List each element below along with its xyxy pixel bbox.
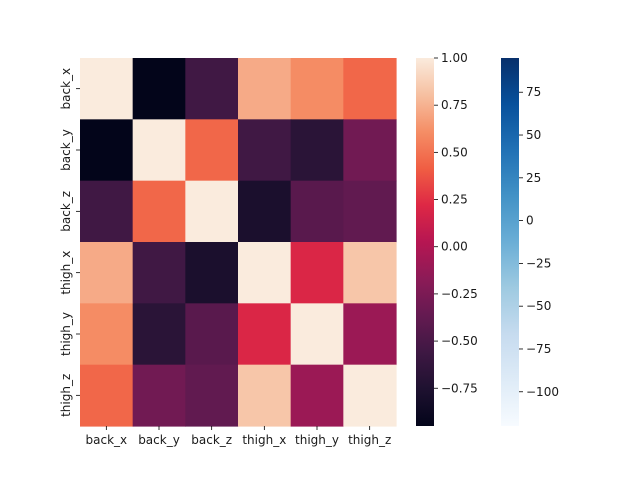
x-tick-label: thigh_x — [242, 433, 286, 447]
y-tick-label: back_x — [59, 68, 73, 110]
heatmap-cell-back_z-back_z — [185, 180, 239, 243]
heatmap-cell-thigh_z-back_z — [185, 364, 239, 427]
colorbar-1-tick-label: 0.50 — [441, 145, 468, 159]
colorbar-2-gradient-bar — [501, 58, 519, 426]
colorbar-1-tick-label: −0.25 — [441, 287, 478, 301]
y-tick-label: back_z — [59, 191, 73, 232]
heatmap-cell-thigh_x-thigh_x — [238, 242, 292, 304]
colorbar-2-tick-label: 75 — [526, 85, 541, 99]
heatmap-cell-thigh_x-back_z — [185, 242, 239, 304]
heatmap-cell-thigh_y-thigh_x — [238, 303, 292, 366]
heatmap-cell-back_z-back_x — [80, 180, 134, 243]
heatmap-cell-back_x-back_y — [132, 58, 186, 120]
heatmap-cell-thigh_z-thigh_y — [290, 364, 344, 427]
colorbar-2-tick-label: −100 — [526, 385, 559, 399]
heatmap-cell-back_x-back_z — [185, 58, 239, 120]
colorbar-1-tick-label: 0.75 — [441, 98, 468, 112]
colorbar-1-tick-label: −0.50 — [441, 334, 478, 348]
heatmap-cell-back_y-back_z — [185, 119, 239, 182]
heatmap-cell-back_y-thigh_z — [343, 119, 397, 182]
heatmap-cell-thigh_x-thigh_z — [343, 242, 397, 304]
heatmap-cell-thigh_y-thigh_y — [290, 303, 344, 366]
heatmap-cell-thigh_y-back_z — [185, 303, 239, 366]
colorbar-1-tick-label: 1.00 — [441, 51, 468, 65]
colorbar-2-tick-label: −75 — [526, 342, 551, 356]
colorbar-2-tick-label: −50 — [526, 299, 551, 313]
x-tick-label: thigh_z — [348, 433, 391, 447]
heatmap-cell-thigh_y-back_x — [80, 303, 134, 366]
y-axis-ticks: back_x back_y back_z thigh_x thigh_y thigh_z — [59, 68, 80, 417]
x-tick-label: back_z — [191, 433, 232, 447]
y-tick-label: back_y — [59, 129, 73, 171]
heatmap-cell-back_z-thigh_x — [238, 180, 292, 243]
y-tick-label: thigh_z — [59, 374, 73, 417]
heatmap-cell-thigh_z-back_x — [80, 364, 134, 427]
y-tick-label: thigh_x — [59, 251, 73, 295]
blues-colorbar: −100 −75 −50 −25 0 25 50 75 — [501, 58, 559, 426]
heatmap-cell-back_z-thigh_y — [290, 180, 344, 243]
colorbar-2-tick-label: −25 — [526, 256, 551, 270]
heatmap-cell-thigh_x-back_x — [80, 242, 134, 304]
heatmap-cell-back_y-thigh_y — [290, 119, 344, 182]
colorbar-1-gradient-bar — [416, 58, 434, 426]
heatmap-cell-back_x-thigh_z — [343, 58, 397, 120]
colorbar-1-tick-label: 0.00 — [441, 240, 468, 254]
colorbar-1-tick-label: 0.25 — [441, 193, 468, 207]
heatmap-cell-thigh_x-back_y — [132, 242, 186, 304]
heatmap-cell-back_z-thigh_z — [343, 180, 397, 243]
heatmap — [80, 58, 397, 427]
heatmap-cell-thigh_z-thigh_x — [238, 364, 292, 427]
colorbar-1-tick-label: −0.75 — [441, 381, 478, 395]
heatmap-cell-back_y-back_y — [132, 119, 186, 182]
x-tick-label: back_y — [138, 433, 180, 447]
y-tick-label: thigh_y — [59, 312, 73, 356]
heatmap-cell-back_y-thigh_x — [238, 119, 292, 182]
heatmap-cell-thigh_y-back_y — [132, 303, 186, 366]
colorbar-2-tick-label: 0 — [526, 214, 534, 228]
heatmap-cell-thigh_y-thigh_z — [343, 303, 397, 366]
heatmap-cell-back_x-thigh_x — [238, 58, 292, 120]
x-tick-label: thigh_y — [295, 433, 339, 447]
heatmap-cell-thigh_z-back_y — [132, 364, 186, 427]
heatmap-cell-back_x-back_x — [80, 58, 134, 120]
x-tick-label: back_x — [86, 433, 128, 447]
heatmap-cell-thigh_x-thigh_y — [290, 242, 344, 304]
heatmap-cell-back_x-thigh_y — [290, 58, 344, 120]
colorbar-2-tick-label: 50 — [526, 128, 541, 142]
heatmap-cell-back_y-back_x — [80, 119, 134, 182]
colorbar-2-tick-label: 25 — [526, 171, 541, 185]
correlation-colorbar: −0.75 −0.50 −0.25 0.00 0.25 0.50 0.75 1.00 — [416, 51, 478, 426]
heatmap-cell-thigh_z-thigh_z — [343, 364, 397, 427]
x-axis-ticks: back_x back_y back_z thigh_x thigh_y thigh_z — [86, 426, 391, 447]
heatmap-cell-back_z-back_y — [132, 180, 186, 243]
